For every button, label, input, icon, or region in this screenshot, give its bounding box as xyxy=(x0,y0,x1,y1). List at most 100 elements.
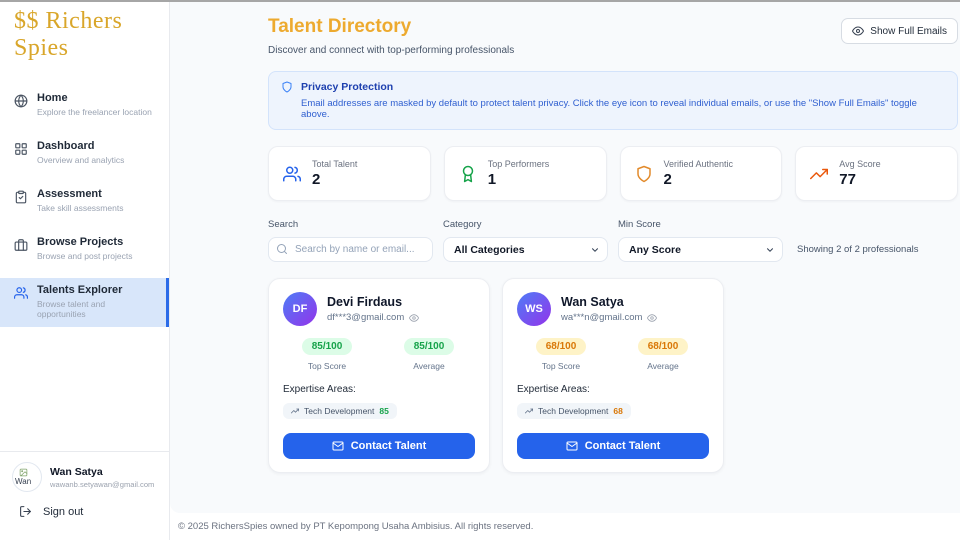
min-score-label: Min Score xyxy=(618,219,661,230)
talent-card: WS Wan Satya wa***n@gmail.com 68/100 Top… xyxy=(502,278,724,473)
talent-name: Devi Firdaus xyxy=(327,295,403,309)
skill-name: Tech Development xyxy=(304,406,375,416)
sidebar-item-label: Home xyxy=(37,92,68,104)
category-label: Category xyxy=(443,219,482,230)
page-subtitle: Discover and connect with top-performing… xyxy=(268,45,515,56)
users-icon xyxy=(14,286,28,300)
contact-talent-label: Contact Talent xyxy=(584,440,661,452)
contact-talent-label: Contact Talent xyxy=(350,440,427,452)
skill-name: Tech Development xyxy=(538,406,609,416)
filters-row: Search Category All Categories Min Score xyxy=(268,219,958,262)
award-icon xyxy=(459,165,477,183)
talent-email: df***3@gmail.com xyxy=(327,312,405,323)
stat-card-avg-score: Avg Score 77 xyxy=(795,146,958,201)
expertise-heading: Expertise Areas: xyxy=(517,384,590,395)
sidebar-item-label: Talents Explorer xyxy=(37,284,123,296)
brand-logo[interactable]: $$ Richers Spies xyxy=(14,8,123,61)
search-input[interactable] xyxy=(268,237,433,262)
stat-value: 77 xyxy=(839,171,856,188)
shield-icon xyxy=(635,165,653,183)
sign-out-label: Sign out xyxy=(43,505,84,518)
sidebar-item-desc: Take skill assessments xyxy=(37,203,124,213)
contact-talent-button[interactable]: Contact Talent xyxy=(517,433,709,459)
stat-card-verified-authentic: Verified Authentic 2 xyxy=(619,146,783,201)
sidebar-user-section: Wan Wan Satya wawanb.setyawan@gmail.com … xyxy=(0,451,169,518)
sidebar: $$ Richers Spies Home Explore the freela… xyxy=(0,2,170,540)
sidebar-item-dashboard[interactable]: Dashboard Overview and analytics xyxy=(0,134,169,171)
talent-name: Wan Satya xyxy=(561,295,624,309)
eye-icon xyxy=(852,25,865,37)
expertise-heading: Expertise Areas: xyxy=(283,384,356,395)
sign-out-button[interactable]: Sign out xyxy=(12,505,157,518)
top-score-caption: Top Score xyxy=(541,361,581,371)
talent-email: wa***n@gmail.com xyxy=(561,312,643,323)
logout-icon xyxy=(19,505,32,518)
privacy-message: Email addresses are masked by default to… xyxy=(301,98,917,120)
sidebar-item-label: Dashboard xyxy=(37,140,95,152)
sidebar-item-browse-projects[interactable]: Browse Projects Browse and post projects xyxy=(0,230,169,267)
stat-label: Avg Score xyxy=(839,159,881,169)
copyright-text: © 2025 RichersSpies owned by PT Kepompon… xyxy=(178,521,534,532)
category-select[interactable]: All Categories xyxy=(443,237,608,262)
min-score-select[interactable]: Any Score xyxy=(618,237,783,262)
sidebar-item-talents-explorer[interactable]: Talents Explorer Browse talent and oppor… xyxy=(0,278,169,327)
privacy-title: Privacy Protection xyxy=(301,81,394,93)
average-score-caption: Average xyxy=(647,361,679,371)
search-icon xyxy=(276,243,288,255)
users-icon xyxy=(283,165,301,183)
shield-icon xyxy=(281,81,293,93)
mail-icon xyxy=(332,440,344,452)
top-score-pill: 85/100 xyxy=(301,338,353,355)
page-title: Talent Directory xyxy=(268,16,412,37)
stat-label: Total Talent xyxy=(312,159,358,169)
stat-label: Verified Authentic xyxy=(663,159,734,169)
top-score-pill: 68/100 xyxy=(535,338,587,355)
briefcase-icon xyxy=(14,238,28,252)
avatar: Wan xyxy=(12,462,42,492)
globe-icon xyxy=(14,94,28,108)
mail-icon xyxy=(566,440,578,452)
user-profile: Wan Wan Satya wawanb.setyawan@gmail.com xyxy=(12,462,157,492)
talent-card: DF Devi Firdaus df***3@gmail.com 85/100 … xyxy=(268,278,490,473)
sidebar-item-desc: Explore the freelancer location xyxy=(37,107,152,117)
sidebar-item-home[interactable]: Home Explore the freelancer location xyxy=(0,86,169,123)
expertise-tag: Tech Development 85 xyxy=(283,403,397,419)
talent-avatar: DF xyxy=(283,292,317,326)
trending-up-icon xyxy=(810,165,829,183)
average-score-pill: 85/100 xyxy=(403,338,455,355)
sidebar-item-desc: Browse talent and opportunities xyxy=(37,299,106,319)
sidebar-nav: Home Explore the freelancer location Das… xyxy=(0,86,169,327)
main-content: Talent Directory Discover and connect wi… xyxy=(170,2,960,513)
show-full-emails-button[interactable]: Show Full Emails xyxy=(841,18,958,44)
average-score-caption: Average xyxy=(413,361,445,371)
search-label: Search xyxy=(268,219,299,230)
sidebar-item-desc: Overview and analytics xyxy=(37,155,125,165)
skill-score: 68 xyxy=(613,406,623,416)
clipboard-icon xyxy=(14,190,28,204)
avatar-alt-text: Wan xyxy=(15,477,32,486)
reveal-email-eye-icon[interactable] xyxy=(409,313,420,323)
trending-up-icon xyxy=(525,407,533,415)
average-score-pill: 68/100 xyxy=(637,338,689,355)
privacy-banner: Privacy Protection Email addresses are m… xyxy=(268,71,958,130)
stat-value: 2 xyxy=(312,171,321,188)
grid-icon xyxy=(14,142,28,156)
stat-card-top-performers: Top Performers 1 xyxy=(443,146,607,201)
stats-row: Total Talent 2 Top Performers 1 Verified… xyxy=(268,146,958,201)
stat-card-total-talent: Total Talent 2 xyxy=(268,146,431,201)
page-header: Talent Directory Discover and connect wi… xyxy=(268,16,958,56)
broken-image-icon xyxy=(19,468,28,477)
stat-label: Top Performers xyxy=(487,159,550,169)
talent-avatar: WS xyxy=(517,292,551,326)
skill-score: 85 xyxy=(379,406,389,416)
sidebar-item-assessment[interactable]: Assessment Take skill assessments xyxy=(0,182,169,219)
sidebar-item-label: Browse Projects xyxy=(37,236,124,248)
show-full-emails-label: Show Full Emails xyxy=(870,25,947,37)
user-email: wawanb.setyawan@gmail.com xyxy=(50,479,155,489)
stat-value: 2 xyxy=(663,171,672,188)
stat-value: 1 xyxy=(487,171,497,188)
reveal-email-eye-icon[interactable] xyxy=(647,313,658,323)
contact-talent-button[interactable]: Contact Talent xyxy=(283,433,475,459)
top-score-caption: Top Score xyxy=(307,361,347,371)
sidebar-item-desc: Browse and post projects xyxy=(37,251,133,261)
